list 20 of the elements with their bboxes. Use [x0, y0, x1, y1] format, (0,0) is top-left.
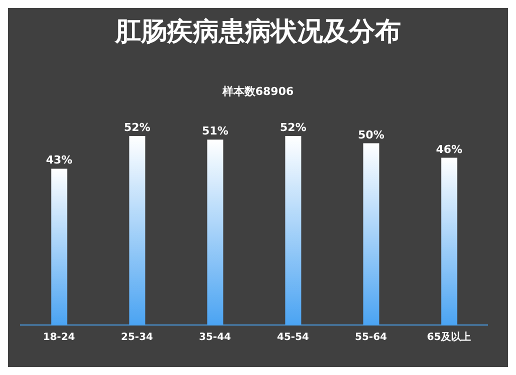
data-label: 52%	[280, 121, 306, 134]
chart-title: 肛肠疾病患病状况及分布	[114, 16, 402, 49]
bar	[51, 168, 68, 325]
x-tick-label: 35-44	[199, 332, 232, 344]
data-label: 43%	[46, 154, 72, 167]
bar	[207, 140, 224, 325]
data-label: 52%	[124, 121, 150, 134]
bar	[129, 136, 146, 325]
bar	[363, 143, 380, 325]
x-tick-label: 55-64	[355, 332, 388, 344]
bar	[285, 136, 302, 325]
bar	[441, 158, 458, 325]
x-tick-label: 45-54	[277, 332, 310, 344]
x-tick-label: 18-24	[43, 332, 76, 344]
x-tick-label: 25-34	[121, 332, 154, 344]
x-tick-label: 65及以上	[427, 331, 471, 344]
data-label: 51%	[202, 124, 228, 138]
data-label: 50%	[358, 128, 384, 142]
chart-subtitle: 样本数68906	[221, 84, 295, 100]
data-label: 46%	[436, 142, 462, 156]
